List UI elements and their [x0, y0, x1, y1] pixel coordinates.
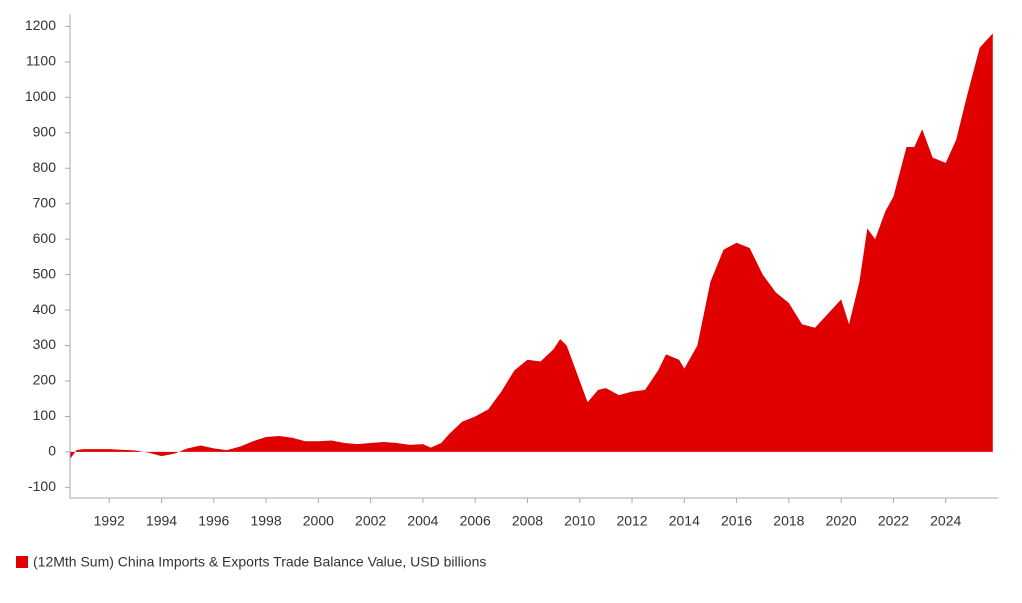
- y-tick-label: 700: [33, 194, 57, 210]
- y-tick-label: 100: [33, 407, 57, 423]
- x-tick-label: 2000: [303, 513, 334, 529]
- x-tick-label: 1992: [94, 513, 125, 529]
- x-tick-label: 2008: [512, 513, 543, 529]
- area: [70, 33, 993, 459]
- x-tick-label: 2010: [564, 513, 595, 529]
- x-tick-label: 2014: [669, 513, 700, 529]
- y-tick-label: 1200: [25, 17, 56, 33]
- x-tick-label: 2018: [773, 513, 804, 529]
- y-tick-label: 300: [33, 336, 57, 352]
- x-tick-label: 2016: [721, 513, 752, 529]
- y-tick-label: 200: [33, 372, 57, 388]
- x-tick-label: 2002: [355, 513, 386, 529]
- y-tick-label: 400: [33, 301, 57, 317]
- x-tick-label: 2022: [878, 513, 909, 529]
- legend-label: (12Mth Sum) China Imports & Exports Trad…: [33, 554, 486, 570]
- x-tick-label: 1994: [146, 513, 177, 529]
- x-tick-label: 2024: [930, 513, 961, 529]
- y-tick-label: 600: [33, 230, 57, 246]
- legend-swatch: [16, 556, 28, 568]
- y-tick-label: 1000: [25, 88, 56, 104]
- y-tick-label: 800: [33, 159, 57, 175]
- y-tick-label: 900: [33, 123, 57, 139]
- x-tick-label: 2006: [460, 513, 491, 529]
- x-tick-label: 2012: [616, 513, 647, 529]
- y-tick-label: 1100: [26, 53, 56, 69]
- y-tick-label: 500: [33, 265, 57, 281]
- y-tick-label: 0: [48, 443, 56, 459]
- x-tick-label: 1996: [198, 513, 229, 529]
- x-tick-label: 2020: [826, 513, 857, 529]
- y-tick-label: -100: [28, 478, 56, 494]
- x-tick-label: 2004: [407, 513, 438, 529]
- x-tick-label: 1998: [250, 513, 281, 529]
